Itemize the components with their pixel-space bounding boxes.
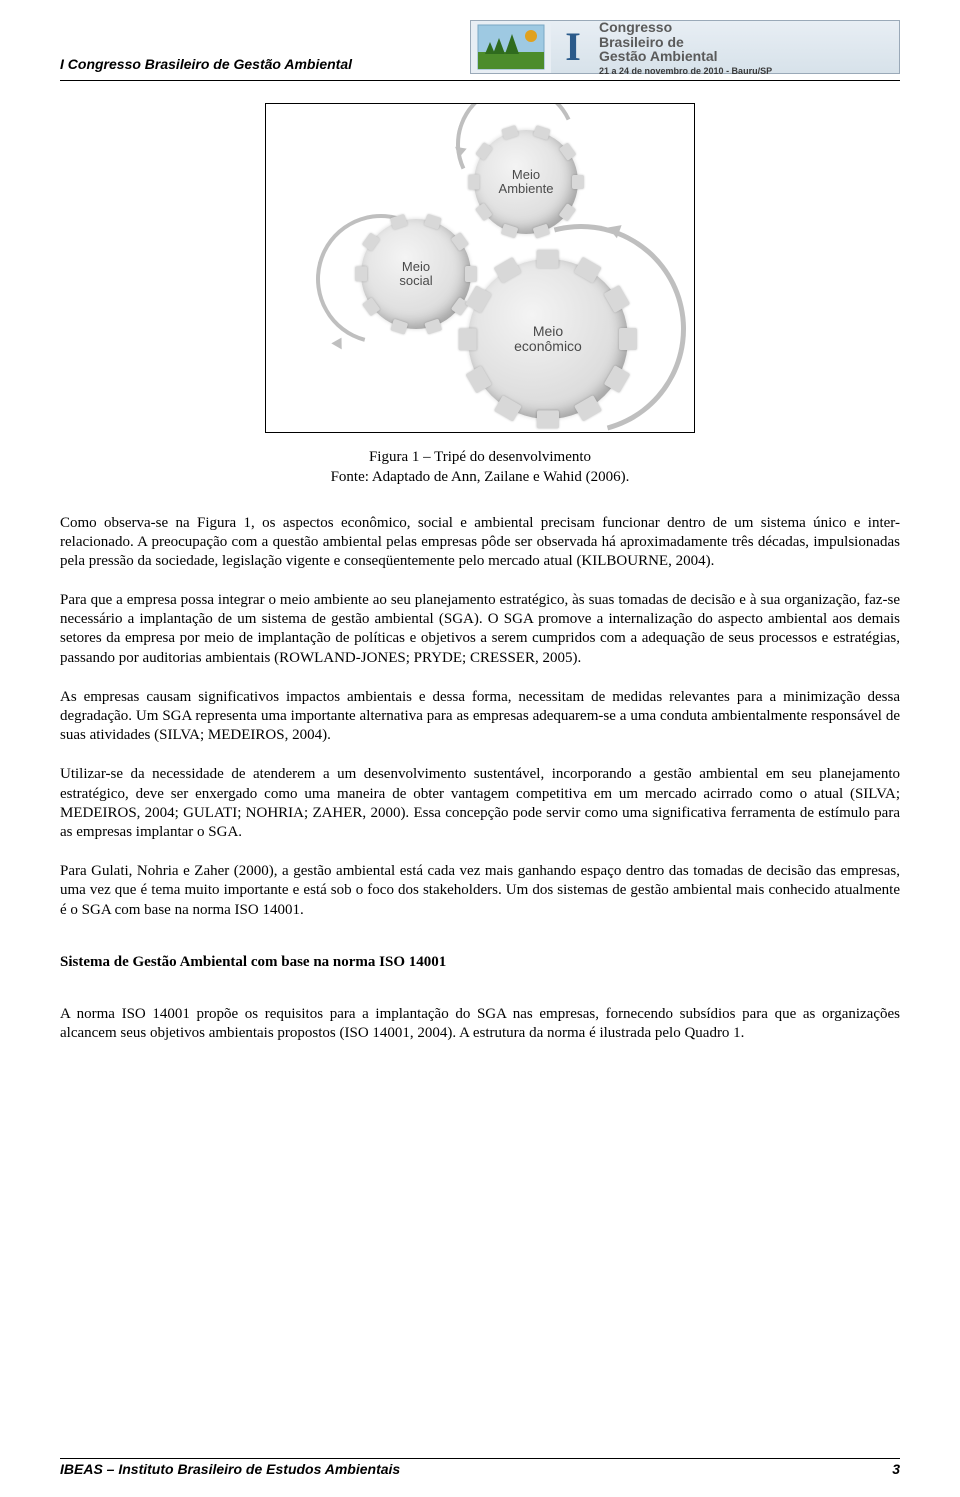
- gear-label: Meioeconômico: [514, 324, 582, 355]
- banner-line-4: 21 a 24 de novembro de 2010 - Bauru/SP: [599, 66, 891, 76]
- paragraph: Para que a empresa possa integrar o meio…: [60, 591, 900, 668]
- banner-logo: [471, 21, 551, 73]
- footer-left: IBEAS – Instituto Brasileiro de Estudos …: [60, 1461, 400, 1477]
- paragraph: Utilizar-se da necessidade de atenderem …: [60, 765, 900, 842]
- gear-tooth: [451, 232, 470, 252]
- gear-tooth: [494, 395, 522, 421]
- gear-tooth: [572, 175, 583, 190]
- gear-tooth: [494, 257, 522, 283]
- gear-tooth: [559, 142, 577, 160]
- landscape-icon: [477, 24, 545, 70]
- gear-tooth: [501, 224, 518, 239]
- gear-tooth: [465, 285, 491, 313]
- paragraph: As empresas causam significativos impact…: [60, 688, 900, 746]
- gear-tooth: [559, 203, 577, 221]
- footer-rule: [60, 1458, 900, 1459]
- gear-tooth: [533, 224, 550, 239]
- banner-line-2: Brasileiro de: [599, 35, 891, 50]
- figure-caption-line-2: Fonte: Adaptado de Ann, Zailane e Wahid …: [60, 467, 900, 487]
- gear-ambiente: MeioAmbiente: [474, 130, 578, 234]
- gear-tooth: [390, 214, 408, 230]
- section-heading: Sistema de Gestão Ambiental com base na …: [60, 954, 900, 971]
- gear-tooth: [501, 125, 518, 140]
- paragraph: A norma ISO 14001 propõe os requisitos p…: [60, 1005, 900, 1043]
- gear-label: MeioAmbiente: [499, 168, 554, 197]
- gear-tooth: [468, 175, 479, 190]
- figure-gears-diagram: MeioAmbiente Meiosocial Meioeconômico: [265, 103, 695, 433]
- gear-tooth: [533, 125, 550, 140]
- gear-tooth: [362, 297, 381, 317]
- banner-roman-numeral: I: [551, 21, 595, 73]
- figure-caption: Figura 1 – Tripé do desenvolvimento Font…: [60, 447, 900, 488]
- conference-banner: I Congresso Brasileiro de Gestão Ambient…: [470, 20, 900, 74]
- gear-tooth: [465, 365, 491, 393]
- banner-text: Congresso Brasileiro de Gestão Ambiental…: [595, 21, 899, 73]
- page-header: I Congresso Brasileiro de Gestão Ambient…: [60, 20, 900, 74]
- paragraph: Como observa-se na Figura 1, os aspectos…: [60, 514, 900, 572]
- gear-tooth: [362, 232, 381, 252]
- header-rule: [60, 80, 900, 81]
- arrowhead-icon: [331, 335, 346, 350]
- paragraph: Para Gulati, Nohria e Zaher (2000), a ge…: [60, 862, 900, 920]
- running-title: I Congresso Brasileiro de Gestão Ambient…: [60, 56, 352, 74]
- gear-tooth: [390, 318, 408, 334]
- gear-tooth: [355, 266, 367, 281]
- gear-economico: Meioeconômico: [468, 259, 628, 419]
- footer-page-number: 3: [892, 1461, 900, 1477]
- banner-line-3: Gestão Ambiental: [599, 49, 891, 64]
- gear-tooth: [475, 203, 493, 221]
- gear-tooth: [537, 250, 559, 268]
- gear-tooth: [424, 318, 442, 334]
- gear-label: Meiosocial: [399, 260, 432, 289]
- page-footer: IBEAS – Instituto Brasileiro de Estudos …: [60, 1458, 900, 1477]
- gear-social: Meiosocial: [361, 219, 471, 329]
- gear-tooth: [619, 328, 637, 350]
- gear-tooth: [537, 410, 559, 428]
- gear-tooth: [459, 328, 477, 350]
- gear-tooth: [424, 214, 442, 230]
- banner-line-1: Congresso: [599, 20, 891, 35]
- gear-tooth: [465, 266, 477, 281]
- gear-tooth: [475, 142, 493, 160]
- figure-caption-line-1: Figura 1 – Tripé do desenvolvimento: [60, 447, 900, 467]
